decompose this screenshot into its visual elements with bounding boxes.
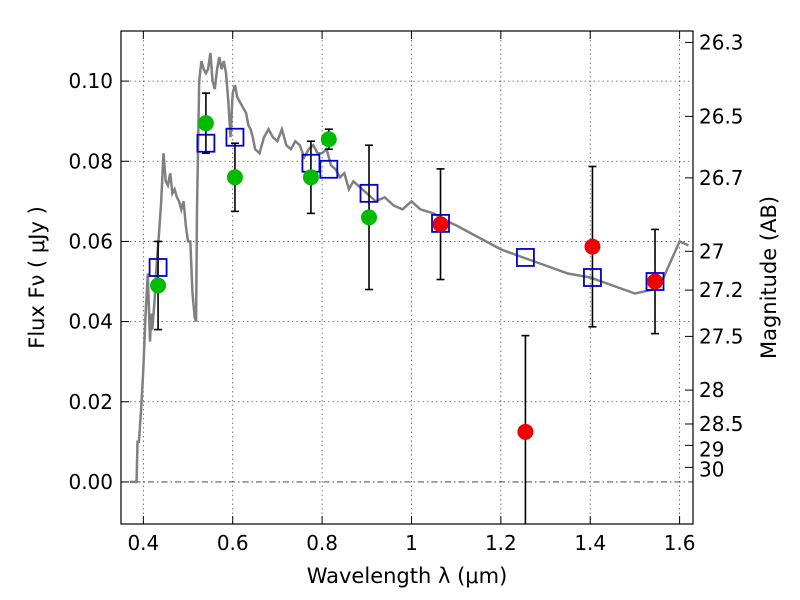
- right-tick-label-4: 27.2: [699, 278, 744, 302]
- red-point-3: [647, 273, 664, 290]
- y-tick-label-4: 0.08: [68, 149, 113, 173]
- grid: [121, 31, 693, 524]
- right-tick-label-7: 28.5: [699, 412, 744, 436]
- model-square-0: [148, 258, 168, 277]
- green-point-4: [320, 131, 337, 148]
- y-axis-label: Flux Fν ( μJy ): [25, 206, 49, 349]
- x-tick-label-5: 1.4: [574, 531, 606, 555]
- right-tick-label-8: 29: [699, 437, 724, 461]
- model-photometry-squares: [148, 127, 665, 291]
- red-point-2: [584, 238, 601, 255]
- green-point-1: [197, 115, 214, 132]
- green-point-2: [226, 169, 243, 186]
- x-tick-label-4: 1.2: [485, 531, 517, 555]
- green-point-5: [361, 209, 378, 226]
- plot-frame: [120, 30, 694, 525]
- right-tick-label-3: 27: [699, 239, 724, 263]
- model-square-5: [359, 183, 379, 203]
- right-tick-label-1: 26.5: [699, 104, 744, 128]
- model-square-1: [196, 133, 216, 153]
- x-tick-label-3: 1: [405, 531, 418, 555]
- right-tick-label-5: 27.5: [699, 324, 744, 348]
- model-square-2: [225, 127, 245, 147]
- y-tick-label-2: 0.04: [68, 310, 113, 334]
- x-tick-label-6: 1.6: [664, 531, 696, 555]
- right-tick-label-0: 26.3: [699, 30, 744, 54]
- model-square-7: [516, 248, 535, 267]
- observed-points: [150, 115, 664, 440]
- red-point-0: [432, 216, 449, 233]
- y-tick-label-3: 0.06: [68, 229, 113, 253]
- x-axis-ticks: 0.4 0.6 0.8 1 1.2 1.4 1.6: [127, 31, 696, 555]
- x-tick-label-2: 0.8: [306, 531, 338, 555]
- y-tick-label-0: 0.00: [68, 470, 113, 494]
- right-tick-label-6: 28: [699, 378, 724, 402]
- x-tick-label-0: 0.4: [127, 531, 159, 555]
- right-tick-label-2: 26.7: [699, 166, 744, 190]
- red-point-1: [517, 423, 534, 440]
- model-square-4: [319, 159, 339, 179]
- model-square-8: [583, 268, 602, 287]
- model-square-9: [645, 272, 665, 291]
- model-spectrum-line: [129, 52, 690, 484]
- x-tick-label-1: 0.6: [217, 531, 249, 555]
- error-bars: [154, 92, 660, 524]
- right-tick-label-9: 30: [699, 457, 724, 481]
- y-tick-label-1: 0.02: [68, 390, 113, 414]
- y-axis-ticks: 0.00 0.02 0.04 0.06 0.08 0.10: [68, 69, 129, 494]
- x-axis-label: Wavelength λ (μm): [307, 564, 508, 588]
- y-tick-label-5: 0.10: [68, 69, 113, 93]
- right-axis-label: Magnitude (AB): [757, 196, 781, 359]
- green-point-3: [302, 169, 319, 186]
- green-point-0: [150, 277, 167, 294]
